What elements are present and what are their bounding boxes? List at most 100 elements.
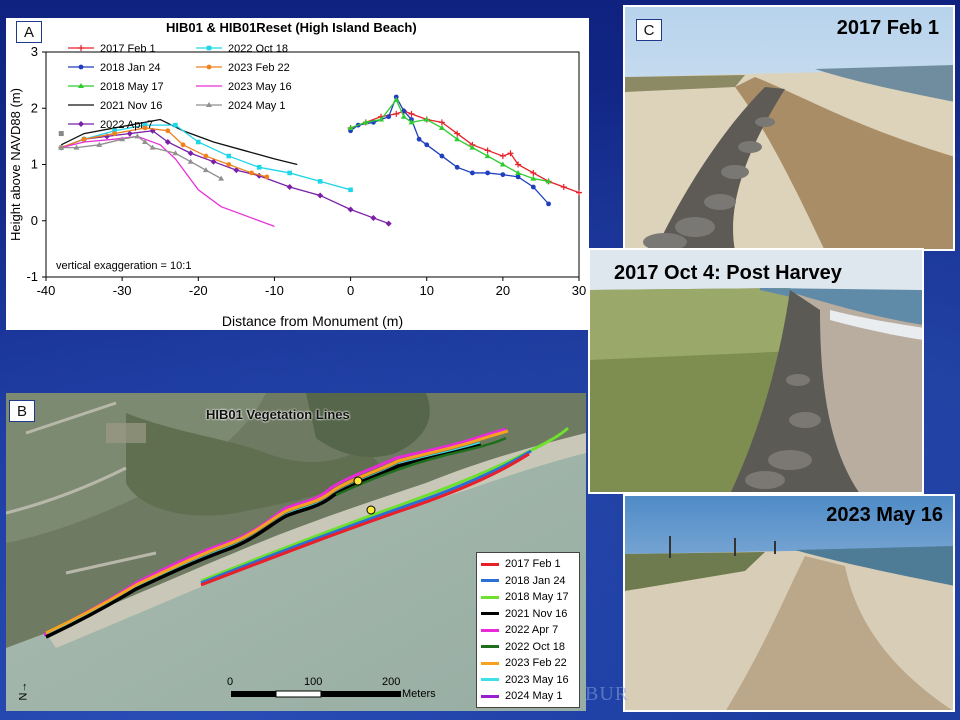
data-point (187, 150, 194, 157)
data-point (164, 139, 171, 145)
data-point (81, 136, 87, 142)
y-tick-label: -1 (26, 269, 38, 284)
data-point (576, 189, 582, 196)
photo-caption-1: 2017 Feb 1 (836, 17, 939, 39)
data-point (119, 136, 126, 142)
data-point (226, 162, 232, 167)
north-label: N (17, 692, 30, 701)
legend-label: 2018 Jan 24 (100, 62, 161, 74)
panel-letter-c: C (636, 19, 662, 41)
profile-chart: HIB01 & HIB01Reset (High Island Beach) -4… (8, 20, 586, 329)
data-point (370, 214, 377, 221)
data-point (317, 192, 324, 199)
data-point (439, 153, 445, 159)
data-point (530, 175, 537, 181)
data-point (507, 150, 514, 157)
map-legend: 2017 Feb 1 2018 Jan 24 2018 May 17 2021 Nov… (476, 552, 580, 708)
map-title: HIB01 Vegetation Lines (206, 407, 350, 422)
photo-caption-2: 2017 Oct 4: Post Harvey (614, 262, 842, 284)
scalebar-tick-100: 100 (304, 676, 323, 688)
legend-swatch (481, 628, 499, 632)
series-line-6 (61, 127, 267, 178)
data-point (393, 110, 400, 117)
data-point (173, 122, 178, 128)
map-legend-item: 2023 Feb 22 (481, 655, 575, 672)
legend-label: 2022 Apr 7 (100, 119, 153, 131)
legend-label: 2022 Apr 7 (505, 624, 559, 637)
legend-label: 2018 Jan 24 (505, 574, 566, 587)
data-point (195, 139, 201, 145)
y-axis-label: Height above NAVD88 (m) (8, 88, 23, 241)
data-point (78, 83, 84, 88)
data-point (78, 45, 84, 51)
data-point (206, 64, 212, 70)
data-point (347, 206, 354, 213)
legend-label: 2018 May 17 (100, 81, 164, 93)
data-point (348, 187, 353, 193)
y-tick-label: 1 (31, 157, 38, 172)
data-point (454, 164, 460, 170)
data-point (469, 144, 476, 150)
map-legend-item: 2023 May 16 (481, 672, 575, 689)
y-tick-label: 0 (31, 213, 38, 228)
y-tick-label: 3 (31, 44, 38, 59)
data-point (515, 169, 522, 175)
data-point (438, 119, 445, 126)
data-point (546, 201, 551, 207)
data-point (226, 153, 232, 159)
photo-2017-oct-4: 2017 Oct 4: Post Harvey (588, 248, 924, 494)
legend-label: 2017 Feb 1 (505, 558, 561, 571)
legend-label: 2023 Feb 22 (228, 62, 290, 74)
vertical-exaggeration-note: vertical exaggeration = 10:1 (56, 260, 191, 272)
data-point (142, 122, 148, 128)
data-point (560, 184, 567, 190)
data-point (206, 45, 212, 51)
y-tick-label: 2 (31, 100, 38, 115)
map-legend-item: 2018 Jan 24 (481, 573, 575, 590)
data-point (256, 165, 262, 170)
data-point (386, 114, 392, 120)
data-point (286, 184, 293, 190)
data-point (400, 113, 407, 119)
map-legend-item: 2021 Nov 16 (481, 606, 575, 623)
data-point (500, 172, 506, 178)
legend-swatch (481, 678, 499, 682)
beach-photo-image (590, 250, 922, 492)
data-point (515, 174, 521, 180)
legend-swatch (481, 661, 499, 665)
data-point (78, 64, 84, 70)
data-point (545, 178, 552, 184)
map-legend-item: 2022 Apr 7 (481, 622, 575, 639)
data-point (149, 144, 156, 150)
data-point (393, 96, 400, 102)
data-point (484, 153, 491, 159)
x-tick-label: -30 (113, 283, 132, 298)
data-point (499, 153, 506, 160)
data-point (203, 153, 209, 159)
legend-swatch (481, 595, 499, 599)
data-point (423, 116, 430, 122)
x-tick-label: 10 (419, 283, 433, 298)
legend-swatch (481, 579, 499, 583)
legend-label: 2022 Oct 18 (505, 640, 565, 653)
map-legend-item: 2017 Feb 1 (481, 556, 575, 573)
data-point (112, 128, 117, 134)
data-point (454, 136, 461, 142)
x-tick-label: 0 (347, 283, 354, 298)
data-point (206, 102, 212, 107)
data-point (287, 170, 292, 176)
scalebar-tick-0: 0 (227, 676, 234, 688)
data-point (347, 124, 354, 130)
data-point (408, 119, 415, 125)
background-watermark: BUR (585, 683, 630, 705)
data-point (134, 133, 141, 139)
scalebar-tick-200: 200 (382, 676, 401, 688)
data-point (385, 220, 392, 227)
legend-label: 2024 May 1 (505, 690, 563, 703)
data-point (172, 150, 179, 156)
data-point (454, 130, 461, 137)
x-tick-label: 20 (496, 283, 510, 298)
north-arrow-icon: N→ (17, 681, 30, 701)
legend-label: 2023 Feb 22 (505, 657, 567, 670)
legend-label: 2024 May 1 (228, 100, 285, 112)
